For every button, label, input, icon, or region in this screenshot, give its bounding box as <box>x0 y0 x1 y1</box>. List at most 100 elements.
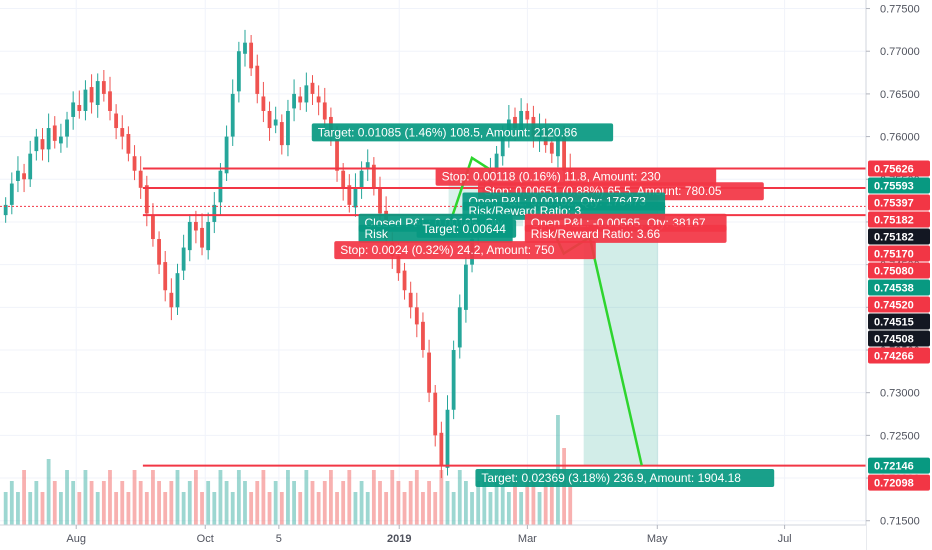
annotation-text: Risk <box>365 227 389 241</box>
volume-bar <box>439 470 444 525</box>
candle-body <box>230 93 235 137</box>
price-tag-box <box>868 177 930 194</box>
time-axis[interactable]: Aug Oct 5 2019 Mar May Jul <box>0 524 866 550</box>
candle-body <box>365 162 370 169</box>
volume-bar <box>482 470 487 525</box>
volume-bar <box>310 481 315 525</box>
candle-body <box>236 51 241 92</box>
candle-body <box>52 125 57 141</box>
price-tag: 0.75170 <box>868 245 930 262</box>
time-tick-label: 5 <box>276 533 282 545</box>
volume-bar <box>249 492 254 525</box>
candle-body <box>114 113 119 129</box>
annotation-label[interactable]: Target: 0.01085 (1.46%) 108.5, Amount: 2… <box>311 123 614 142</box>
price-tag: 0.74520 <box>868 296 930 313</box>
volume-bar <box>230 492 235 525</box>
price-tag-label: 0.75397 <box>874 198 914 210</box>
volume-bar <box>181 492 186 525</box>
candle-body <box>371 164 376 188</box>
candle-body <box>292 93 296 109</box>
annotation-box[interactable] <box>524 224 727 243</box>
time-tick-label: Aug <box>66 533 86 545</box>
price-tag-label: 0.74266 <box>874 351 914 363</box>
candle-body <box>556 136 560 157</box>
time-tick-label: May <box>647 533 668 545</box>
volume-bar <box>114 492 119 525</box>
volume-bar <box>298 492 303 525</box>
annotation-label[interactable]: Stop: 0.00118 (0.16%) 11.8, Amount: 230 <box>435 167 717 186</box>
volume-bar <box>384 492 389 525</box>
candle-body <box>9 183 14 205</box>
annotation-label[interactable]: Risk/Reward Ratio: 3.66 <box>524 224 727 243</box>
annotation-box[interactable] <box>475 469 775 488</box>
price-tag-label: 0.75170 <box>874 249 914 261</box>
price-tick-label: 0.76000 <box>880 132 920 144</box>
price-tag-label: 0.74508 <box>874 334 914 346</box>
volume-bar <box>40 492 45 525</box>
candle-body <box>549 142 554 154</box>
volume-bar <box>255 481 260 525</box>
volume-bar <box>531 481 536 525</box>
volume-bar <box>9 481 14 525</box>
volume-bar <box>494 481 499 525</box>
candle-body <box>359 170 364 188</box>
candle-body <box>108 91 112 111</box>
volume-bars <box>3 415 573 525</box>
annotation-box[interactable] <box>334 241 596 260</box>
candle-body <box>89 87 94 103</box>
volume-bar <box>304 470 309 525</box>
price-tag-label: 0.75182 <box>874 232 914 244</box>
annotation-box[interactable] <box>435 167 717 186</box>
volume-bar <box>371 470 376 525</box>
price-tag-box <box>868 228 930 245</box>
volume-bar <box>279 492 284 525</box>
annotation-box[interactable] <box>311 123 614 142</box>
volume-bar <box>206 481 211 525</box>
volume-bar <box>396 481 401 525</box>
annotation-label[interactable]: Target: 0.02369 (3.18%) 236.9, Amount: 1… <box>475 469 775 488</box>
price-tag: 0.74266 <box>868 347 930 364</box>
candle-body <box>58 136 63 144</box>
volume-bar <box>421 492 425 525</box>
volume-bar <box>101 481 106 525</box>
price-tag-box <box>868 313 930 330</box>
price-tag-box <box>868 194 930 211</box>
time-axis-bg <box>0 525 866 550</box>
volume-bar <box>273 481 278 525</box>
candle-body <box>83 89 88 111</box>
price-tag: 0.74508 <box>868 330 930 347</box>
candle-body <box>433 392 438 436</box>
candle-body <box>187 221 192 251</box>
volume-bar <box>28 492 33 525</box>
volume-bar <box>476 481 481 525</box>
annotation-label[interactable]: Target: 0.00644 <box>416 219 517 238</box>
candle-body <box>316 96 321 103</box>
candle-body <box>77 105 82 111</box>
annotation-text: Target: 0.02369 (3.18%) 236.9, Amount: 1… <box>481 471 741 485</box>
volume-bar <box>52 481 57 525</box>
candle-body <box>353 187 358 208</box>
price-tick-label: 0.72500 <box>880 430 920 442</box>
volume-bar <box>451 492 456 525</box>
position-annotations[interactable]: Target: 0.01085 (1.46%) 108.5, Amount: 2… <box>311 123 775 488</box>
candle-body <box>378 187 382 214</box>
price-tag-box <box>868 160 930 177</box>
price-tag-label: 0.75080 <box>874 266 914 278</box>
candle-body <box>65 119 69 137</box>
annotation-box[interactable] <box>416 219 517 238</box>
volume-bar <box>470 492 474 525</box>
volume-bar <box>83 470 88 525</box>
annotation-label[interactable]: Stop: 0.0024 (0.32%) 24.2, Amount: 750 <box>334 241 596 260</box>
target-zone <box>583 209 659 466</box>
candle-body <box>175 273 180 308</box>
volume-bar <box>200 492 204 525</box>
volume-bar <box>427 481 431 525</box>
volume-bar <box>506 492 511 525</box>
candle-body <box>414 307 419 325</box>
volume-bar <box>359 481 364 525</box>
volume-bar <box>157 481 161 525</box>
volume-bar <box>433 492 438 525</box>
candle-body <box>71 102 76 117</box>
volume-bar <box>138 481 143 525</box>
